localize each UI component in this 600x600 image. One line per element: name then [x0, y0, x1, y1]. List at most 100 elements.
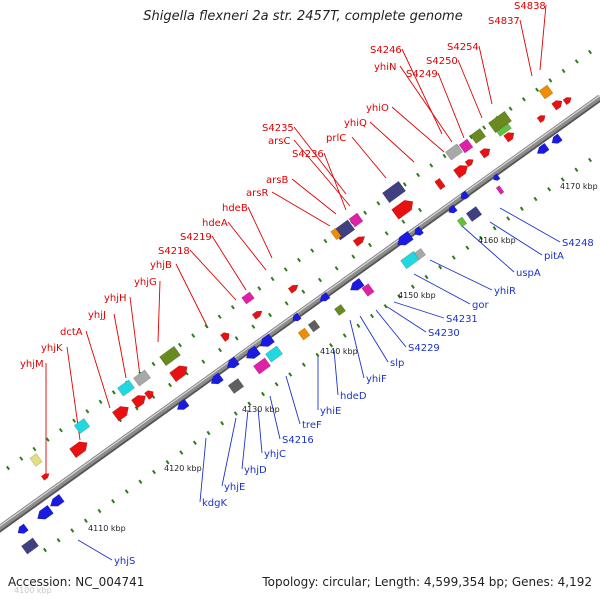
reverse-feature	[292, 312, 302, 322]
scale-tick	[268, 312, 272, 318]
scale-tick	[58, 427, 63, 433]
forward-feature	[536, 115, 546, 124]
forward-feature-shape	[40, 473, 50, 481]
scale-tick	[533, 196, 538, 202]
gene-label: yhjS	[114, 556, 135, 567]
forward-feature-shape	[352, 236, 366, 247]
scale-tick	[191, 333, 196, 338]
gene-label: arsC	[268, 136, 290, 147]
forward-feature	[220, 332, 230, 342]
scale-tick	[521, 97, 526, 102]
forward-feature	[391, 199, 414, 220]
scale-tick	[165, 460, 170, 465]
forward-feature	[464, 159, 474, 168]
reverse-feature-shape	[292, 312, 302, 322]
gene-label: arsR	[246, 188, 268, 199]
scale-tick	[284, 301, 289, 306]
forward-feature	[241, 291, 255, 305]
scale-tick	[519, 206, 524, 211]
gene-label: pitA	[544, 251, 564, 262]
leader-line	[359, 315, 389, 363]
leader-line	[375, 309, 407, 348]
scale-tick	[451, 255, 456, 260]
scale-tick	[560, 177, 565, 182]
scale-tick	[274, 382, 279, 387]
leader-line	[113, 313, 127, 379]
scale-tick	[402, 182, 407, 187]
scale-tick	[588, 49, 592, 55]
forward-feature-shape	[479, 148, 491, 159]
gene-label: S4218	[158, 246, 190, 257]
scale-tick	[310, 248, 315, 253]
reverse-feature-shape	[456, 216, 468, 228]
scale-tick	[410, 284, 415, 289]
forward-feature	[434, 177, 446, 191]
reverse-feature	[536, 142, 550, 154]
gene-label: yhiF	[366, 374, 387, 385]
kbp-label: 4130 kbp	[242, 405, 280, 414]
forward-feature	[29, 453, 43, 467]
kbp-label: 4160 kbp	[478, 236, 516, 245]
scale-tick	[334, 266, 339, 271]
forward-feature-shape	[144, 390, 154, 400]
scale-tick	[383, 304, 388, 309]
reverse-feature	[319, 291, 331, 302]
genome-stats: Topology: circular; Length: 4,599,354 bp…	[262, 575, 592, 589]
forward-feature-shape	[29, 453, 43, 467]
gene-label: prlC	[326, 133, 346, 144]
gene-label: yhjD	[244, 465, 267, 476]
forward-feature-shape	[287, 284, 299, 294]
leader-line	[413, 273, 471, 305]
reverse-feature-shape	[226, 356, 240, 369]
forward-feature-shape	[434, 177, 446, 191]
scale-tick	[138, 479, 143, 484]
leader-line	[399, 65, 453, 143]
reverse-feature-shape	[49, 493, 65, 507]
leader-line	[77, 539, 113, 561]
scale-tick	[438, 265, 443, 270]
scale-tick	[547, 187, 552, 192]
scale-tick	[588, 157, 592, 163]
forward-feature-shape	[117, 379, 135, 397]
leader-line	[323, 152, 347, 211]
forward-feature-shape	[496, 123, 512, 137]
forward-feature-shape	[348, 212, 364, 228]
forward-feature-shape	[391, 199, 414, 220]
gene-label: S4246	[370, 45, 402, 56]
forward-feature	[551, 100, 563, 111]
scale-tick	[301, 362, 306, 367]
forward-feature-shape	[159, 345, 181, 367]
leader-line	[189, 249, 237, 301]
scale-tick	[201, 359, 206, 364]
reverse-feature	[414, 248, 426, 260]
reverse-feature	[551, 133, 563, 144]
backbone-highlight	[0, 95, 600, 527]
scale-tick	[468, 134, 473, 140]
leader-line	[385, 305, 427, 333]
gene-labels: yhjM yhjK dctA yhjJ yhjH yhjG yhjB S4218 S4219 hd…	[20, 1, 594, 567]
scale-tick	[134, 406, 139, 411]
reverse-feature	[21, 537, 39, 555]
forward-feature-shape	[458, 138, 474, 154]
leader-line	[351, 136, 387, 179]
leader-line	[199, 437, 207, 503]
reverse-feature-shape	[465, 206, 483, 222]
forward-feature-shape	[251, 310, 263, 320]
scale-tick	[204, 323, 209, 329]
forward-feature-shape	[453, 165, 468, 179]
scale-tick	[192, 440, 197, 445]
scale-tick	[230, 305, 235, 310]
forward-feature-shape	[169, 365, 188, 383]
gene-label: treF	[302, 420, 322, 431]
forward-feature	[131, 395, 146, 409]
scale-tick	[508, 106, 513, 111]
reverse-feature-shape	[414, 226, 424, 236]
scale-tick	[177, 342, 182, 348]
scale-tick	[535, 87, 540, 93]
forward-feature-shape	[488, 110, 512, 134]
reverse-feature-shape	[448, 204, 458, 214]
scale-tick	[152, 469, 156, 475]
gene-label: yhiN	[374, 62, 397, 73]
reverse-feature-shape	[253, 357, 271, 375]
forward-feature	[169, 365, 188, 383]
